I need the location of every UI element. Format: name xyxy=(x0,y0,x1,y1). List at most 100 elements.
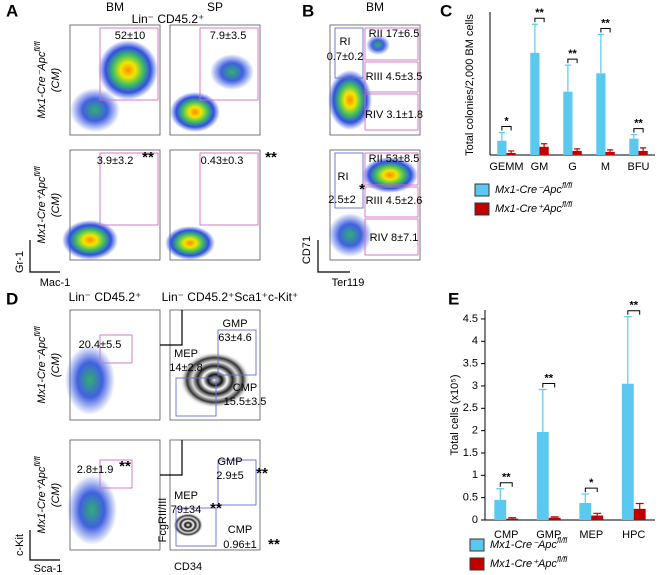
significance-bracket xyxy=(633,128,644,133)
bar xyxy=(506,152,516,155)
error-bar xyxy=(635,502,644,509)
column-header: Lin⁻ CD45.2⁺Sca1⁺c-Kit⁺ xyxy=(162,290,299,304)
gate xyxy=(364,152,419,186)
y-tick-label: 0 xyxy=(472,514,478,526)
gate xyxy=(364,218,419,256)
significance: ** xyxy=(629,300,638,312)
significance: * xyxy=(359,181,365,198)
gate-label: CMP xyxy=(228,524,252,536)
gate-label: 20.4±5.5 xyxy=(79,339,122,351)
bar xyxy=(633,508,646,520)
density xyxy=(328,213,372,257)
y-tick-label: 4 xyxy=(472,335,478,347)
gate-label: 15.5±3.5 xyxy=(224,396,267,408)
gating-arrow xyxy=(160,310,183,476)
gate-label: 63±4.6 xyxy=(218,332,252,344)
significance: ** xyxy=(142,149,154,166)
row-label: Mx1-Cre⁺Apcfl/fl xyxy=(33,166,48,243)
y-tick-label: 1 xyxy=(472,469,478,481)
bar xyxy=(572,150,582,155)
density xyxy=(362,157,418,193)
significance: ** xyxy=(568,48,577,60)
significance: ** xyxy=(265,149,277,166)
gate xyxy=(99,27,159,101)
axis-arrow xyxy=(29,240,60,273)
gate-label: 0.43±0.3 xyxy=(201,155,244,167)
density xyxy=(70,88,120,132)
error-bar xyxy=(630,133,637,139)
gate-label: 2.5±2 xyxy=(328,194,355,206)
row-note: (CM) xyxy=(50,67,62,92)
gate-label: RIV 8±7.1 xyxy=(370,232,419,244)
error-bar xyxy=(597,33,604,74)
gate xyxy=(364,61,419,93)
bar xyxy=(530,52,540,155)
legend-swatch xyxy=(474,202,490,216)
gate-label: RIV 3.1±1.8 xyxy=(365,109,423,121)
bar xyxy=(536,431,549,520)
gate-label: 14±2.8 xyxy=(169,362,203,374)
x-tick-label: M xyxy=(601,161,610,173)
axis-arrow xyxy=(29,530,60,561)
row-note: (CM) xyxy=(50,352,62,377)
bar xyxy=(539,146,549,155)
row-label: Mx1-Cre⁻Apcfl/fl xyxy=(33,326,48,403)
significance-bracket xyxy=(499,482,513,487)
error-bar xyxy=(623,316,632,384)
significance-bracket xyxy=(534,17,545,23)
column-header: BM xyxy=(366,0,384,14)
column-header: BM xyxy=(106,0,124,14)
error-bar xyxy=(593,512,602,516)
gate xyxy=(175,507,217,547)
error-bar xyxy=(607,149,614,152)
gate xyxy=(175,377,217,417)
panel-label: A xyxy=(6,1,18,20)
significance-bracket xyxy=(567,58,578,64)
gate-label: 3.9±3.2 xyxy=(97,155,134,167)
row-label: Mx1-Cre⁻Apcfl/fl xyxy=(33,41,48,118)
significance-bracket xyxy=(627,310,641,315)
significance: ** xyxy=(268,536,280,553)
bar xyxy=(596,73,606,155)
gate xyxy=(364,93,419,131)
y-tick-label: 1.5 xyxy=(463,447,478,459)
panel-label: D xyxy=(6,289,18,308)
row-label: Mx1-Cre⁺Apcfl/fl xyxy=(33,456,48,533)
panel-label: C xyxy=(440,1,452,20)
gate-label: RIII 4.5±3.5 xyxy=(366,71,423,83)
gate-label: RI xyxy=(340,36,351,48)
legend-swatch xyxy=(469,557,485,571)
significance: ** xyxy=(535,7,544,19)
flow-plots-d xyxy=(65,309,261,551)
gate-label: CMP xyxy=(233,382,257,394)
bar xyxy=(638,150,648,155)
significance: ** xyxy=(119,458,131,475)
x-tick-label: HPC xyxy=(622,529,645,541)
gate-label: 7.9±3.5 xyxy=(210,30,247,42)
x-tick-label: GEMM xyxy=(489,161,523,173)
density xyxy=(210,54,254,90)
significance: ** xyxy=(256,465,268,482)
gate-label: RIII 4.5±2.6 xyxy=(366,195,423,207)
legend-swatch xyxy=(474,183,490,197)
gate-label: MEP xyxy=(174,348,198,360)
x-axis-label: Sca-1 xyxy=(34,563,63,575)
error-bar xyxy=(581,493,590,504)
legend-label: Mx1-Cre⁻Apcfl/fl xyxy=(490,536,567,551)
bar xyxy=(621,383,634,520)
x-tick-label: CMP xyxy=(494,529,518,541)
row-note: (CM) xyxy=(50,482,62,507)
y-axis-label: c-Kit xyxy=(14,534,26,556)
gate xyxy=(99,459,133,489)
panel-label: E xyxy=(448,289,459,308)
error-bar xyxy=(508,517,517,519)
gate-label: 52±10 xyxy=(115,30,146,42)
bar xyxy=(591,515,604,520)
significance: ** xyxy=(601,17,610,29)
density xyxy=(65,345,115,415)
y-axis-label: Total colonies/2,000 BM cells xyxy=(464,14,476,156)
density xyxy=(366,35,390,55)
y-axis-label: Total cells (x10⁵) xyxy=(449,375,461,456)
gate-header: Lin⁻ CD45.2⁺ xyxy=(132,12,205,26)
